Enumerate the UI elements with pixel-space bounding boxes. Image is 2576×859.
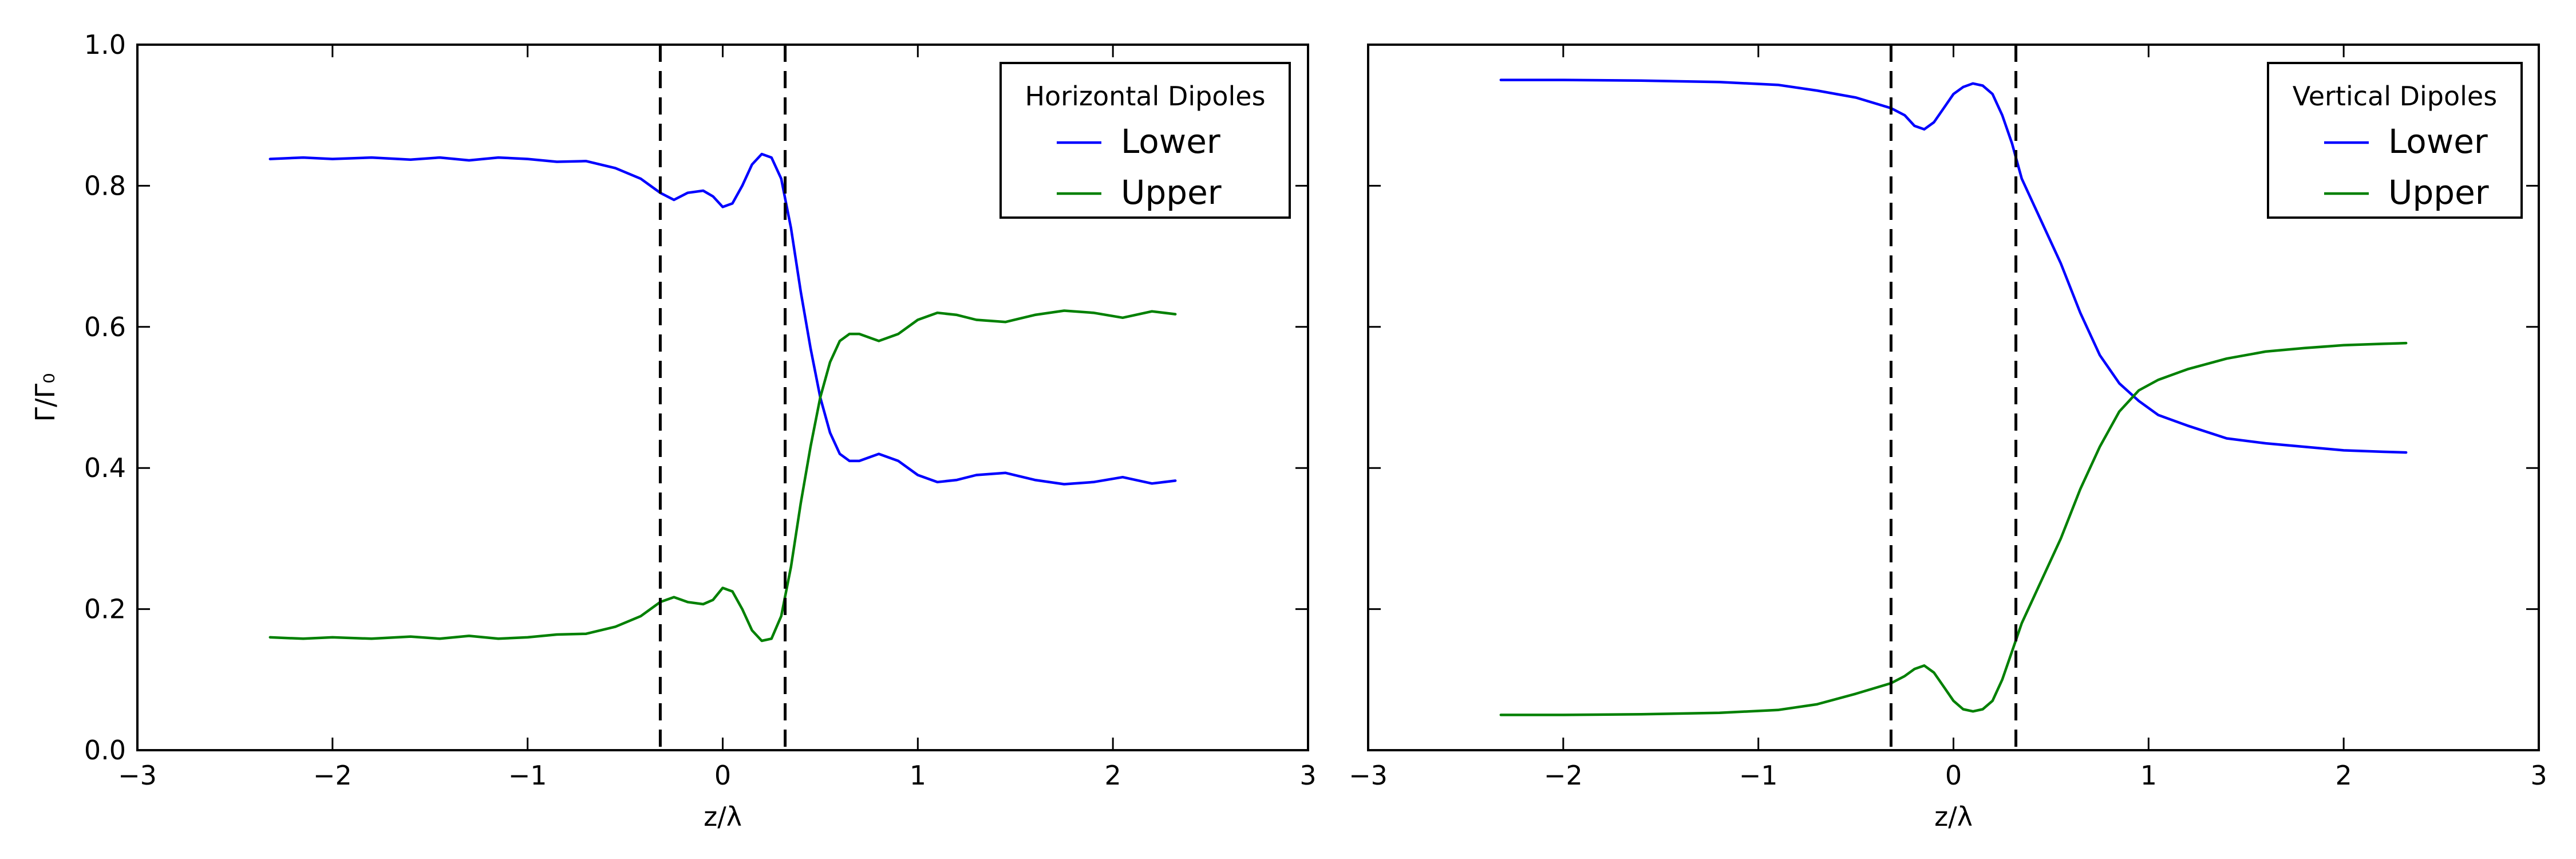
y-axis-label: Γ/Γ₀: [30, 373, 61, 421]
x-tick-label: 2: [1105, 760, 1121, 791]
x-tick-label: −1: [508, 760, 547, 791]
series-line-upper: [268, 309, 1177, 643]
legend-title: Vertical Dipoles: [2293, 81, 2497, 112]
y-tick-label: 0.6: [84, 312, 126, 342]
y-tick-label: 0.8: [84, 170, 126, 201]
y-tick-label: 0.4: [84, 452, 126, 483]
legend-label-upper: Upper: [2388, 173, 2489, 212]
legend-label-lower: Lower: [1121, 122, 1220, 161]
x-axis-label: z/λ: [1934, 801, 1973, 832]
x-tick-label: 2: [2336, 760, 2352, 791]
series-line-lower: [268, 152, 1177, 486]
legend-box: [2267, 62, 2523, 219]
x-tick-label: −2: [313, 760, 352, 791]
x-tick-label: 1: [910, 760, 926, 791]
legend: Vertical Dipoles Lower Upper: [2267, 62, 2523, 219]
x-tick-label: 0: [714, 760, 731, 791]
legend-label-upper: Upper: [1121, 173, 1222, 212]
legend-title: Horizontal Dipoles: [1025, 81, 1265, 112]
panel-vertical-dipoles: −3 −2 −1 0 1 2 3 z/λ Vertical Dipoles Lower Upper: [1349, 44, 2547, 832]
series-line-lower: [1499, 78, 2408, 454]
x-tick-label: −2: [1544, 760, 1583, 791]
x-tick-label: 3: [2530, 760, 2547, 791]
y-tick-label: 1.0: [84, 29, 126, 60]
x-tick-label: −3: [1349, 760, 1388, 791]
legend-label-lower: Lower: [2388, 122, 2488, 161]
legend: Horizontal Dipoles Lower Upper: [999, 62, 1291, 219]
legend-box: [999, 62, 1291, 219]
x-tick-label: 0: [1945, 760, 1962, 791]
x-tick-label: 1: [2140, 760, 2157, 791]
series-line-upper: [1499, 341, 2408, 716]
x-axis-label: z/λ: [704, 801, 742, 832]
y-tick-label: 0.2: [84, 594, 126, 625]
x-tick-label: 3: [1299, 760, 1316, 791]
x-tick-label: −3: [118, 760, 157, 791]
panel-horizontal-dipoles: −3 −2 −1 0 1 2 3 0.0 0.2 0.4 0.6 0.8 1.0 z/λ Γ/Γ₀ Horiz…: [30, 29, 1317, 832]
x-tick-label: −1: [1739, 760, 1778, 791]
y-tick-label: 0.0: [84, 735, 126, 766]
